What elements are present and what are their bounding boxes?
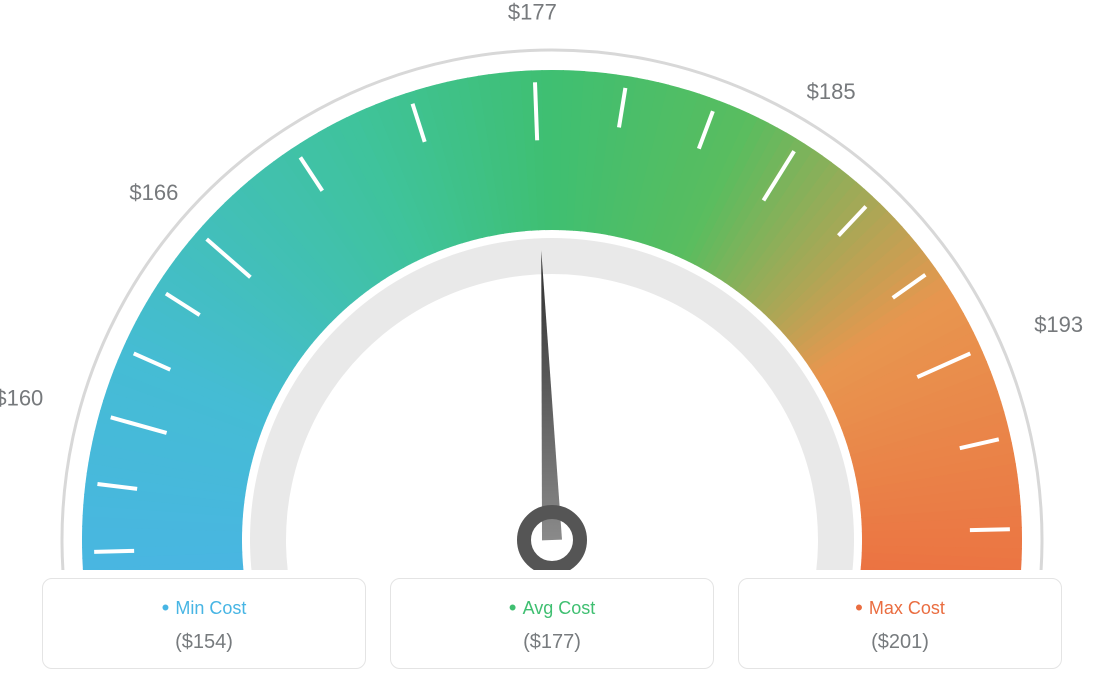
legend-value-avg: ($177): [401, 631, 703, 654]
gauge-needle: [541, 250, 562, 540]
cost-gauge: $154$160$166$177$185$193$201: [0, 0, 1104, 570]
legend-card-avg: Avg Cost ($177): [390, 578, 714, 669]
legend-label-min: Min Cost: [53, 595, 355, 621]
gauge-tick-label: $193: [1034, 312, 1083, 337]
legend-label-max: Max Cost: [749, 595, 1051, 621]
gauge-svg: $154$160$166$177$185$193$201: [0, 0, 1104, 570]
legend-card-min: Min Cost ($154): [42, 578, 366, 669]
gauge-tick-label: $185: [807, 79, 856, 104]
gauge-tick-label: $177: [508, 0, 557, 24]
legend-row: Min Cost ($154) Avg Cost ($177) Max Cost ($20…: [0, 578, 1104, 669]
legend-value-min: ($154): [53, 631, 355, 654]
gauge-tick-label: $160: [0, 386, 43, 411]
legend-label-avg: Avg Cost: [401, 595, 703, 621]
legend-card-max: Max Cost ($201): [738, 578, 1062, 669]
gauge-tick-label: $166: [129, 180, 178, 205]
legend-value-max: ($201): [749, 631, 1051, 654]
